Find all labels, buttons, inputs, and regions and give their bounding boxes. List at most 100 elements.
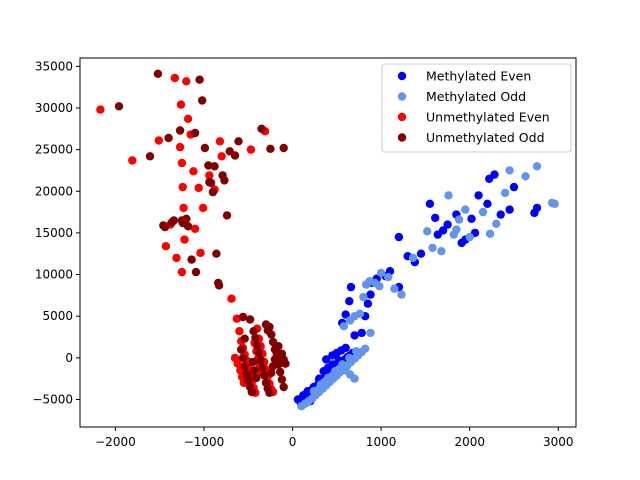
- y-tick-label-4: 15000: [35, 226, 73, 240]
- data-point-series-2-51: [233, 359, 242, 368]
- legend-label-1: Methylated Odd: [426, 89, 526, 104]
- data-point-series-3-79: [252, 373, 261, 383]
- data-point-series-2-13: [183, 114, 193, 124]
- data-point-series-1-47: [444, 191, 453, 200]
- data-point-series-1-65: [350, 374, 359, 383]
- data-point-series-2-8: [177, 158, 187, 168]
- data-point-series-3-12: [183, 222, 193, 231]
- x-tick-label-5: 3000: [543, 435, 574, 449]
- data-point-series-2-4: [161, 242, 171, 251]
- data-point-series-2-28: [172, 253, 181, 263]
- data-point-series-0-59: [438, 226, 448, 235]
- data-point-series-3-44: [244, 376, 253, 385]
- data-point-series-0-72: [509, 182, 519, 192]
- data-point-series-1-33: [355, 309, 365, 318]
- data-point-series-3-49: [252, 341, 262, 350]
- data-point-series-3-26: [214, 281, 224, 290]
- data-point-series-2-30: [235, 327, 244, 336]
- data-point-series-3-53: [260, 371, 269, 380]
- data-point-series-3-29: [222, 211, 232, 220]
- data-point-series-1-18: [361, 344, 370, 353]
- data-point-series-1-38: [375, 282, 384, 291]
- data-point-series-0-66: [474, 191, 483, 200]
- data-point-series-1-50: [454, 215, 464, 224]
- data-point-series-3-8: [175, 126, 185, 135]
- data-point-series-3-7: [169, 216, 179, 225]
- data-point-series-1-62: [366, 328, 375, 338]
- data-point-series-3-23: [210, 162, 219, 171]
- data-point-series-3-2: [153, 69, 163, 79]
- data-point-series-1-39: [376, 268, 386, 278]
- data-point-series-3-32: [234, 137, 243, 146]
- data-point-series-3-47: [249, 327, 258, 336]
- data-point-series-2-2: [154, 136, 163, 145]
- data-point-series-0-55: [416, 249, 426, 258]
- data-point-series-3-52: [258, 363, 267, 373]
- data-point-series-2-29: [177, 267, 187, 277]
- data-point-series-2-15: [189, 167, 198, 176]
- y-tick-label-8: 35000: [35, 59, 73, 73]
- data-point-series-0-70: [496, 210, 505, 219]
- data-point-series-3-16: [195, 75, 204, 84]
- plot-area-frame: [79, 57, 577, 428]
- data-point-series-0-41: [341, 310, 350, 319]
- data-point-series-1-57: [505, 166, 514, 175]
- x-tick-label-3: 1000: [366, 435, 397, 449]
- data-point-series-2-24: [227, 294, 236, 303]
- data-point-series-2-6: [176, 100, 186, 109]
- data-point-series-2-19: [198, 203, 208, 213]
- data-point-series-3-19: [204, 161, 213, 170]
- y-tick-label-7: 30000: [35, 101, 73, 115]
- data-point-series-1-42: [397, 290, 406, 299]
- y-tick-label-3: 10000: [35, 268, 73, 282]
- data-point-series-2-5: [170, 73, 179, 83]
- data-point-series-1-26: [314, 384, 324, 393]
- data-point-series-1-45: [428, 243, 437, 253]
- data-point-series-3-36: [245, 315, 255, 324]
- data-point-series-2-0: [96, 105, 105, 114]
- data-point-series-1-27: [320, 377, 329, 387]
- data-point-series-2-11: [180, 235, 189, 244]
- legend-label-0: Methylated Even: [426, 69, 531, 84]
- data-point-series-3-69: [268, 362, 278, 371]
- data-point-series-2-9: [178, 182, 187, 192]
- data-point-series-0-42: [345, 297, 354, 306]
- data-point-series-3-34: [240, 334, 249, 343]
- data-point-series-1-61: [550, 199, 559, 208]
- y-tick-label-1: 0: [65, 351, 73, 365]
- data-point-series-1-40: [384, 272, 393, 282]
- data-point-series-3-15: [190, 128, 200, 138]
- data-point-series-1-55: [492, 219, 501, 228]
- x-tick-label-1: −1000: [184, 435, 225, 449]
- y-tick-label-0: −5000: [32, 393, 73, 407]
- data-point-series-3-13: [187, 255, 196, 264]
- data-point-series-1-24: [345, 353, 354, 363]
- data-point-series-0-71: [505, 205, 514, 214]
- data-points-layer: [96, 69, 559, 411]
- data-point-series-3-38: [266, 144, 275, 153]
- legend-box: [381, 63, 572, 153]
- legend-marker-0: [397, 71, 407, 81]
- data-point-series-1-54: [485, 229, 495, 238]
- legend: Methylated Even Methylated Odd Unmethylate…: [381, 63, 572, 153]
- data-point-series-0-48: [366, 290, 375, 299]
- data-point-series-3-14: [191, 267, 201, 277]
- data-point-series-0-44: [350, 331, 359, 340]
- legend-label-3: Unmethylated Odd: [426, 130, 545, 145]
- data-point-series-0-69: [490, 170, 499, 179]
- data-point-series-3-77: [248, 357, 257, 367]
- data-point-series-2-17: [194, 183, 203, 193]
- data-point-series-3-22: [208, 187, 218, 197]
- data-point-series-1-59: [532, 162, 542, 171]
- data-point-series-1-30: [339, 322, 349, 331]
- data-point-series-2-16: [190, 224, 200, 233]
- data-point-series-0-56: [425, 199, 435, 208]
- data-point-series-3-51: [256, 356, 265, 365]
- data-point-series-0-64: [467, 214, 476, 223]
- data-point-series-3-40: [237, 345, 246, 354]
- data-point-series-3-21: [206, 178, 216, 188]
- data-point-series-3-0: [114, 102, 124, 111]
- data-point-series-0-24: [322, 355, 331, 364]
- legend-marker-3: [397, 133, 407, 142]
